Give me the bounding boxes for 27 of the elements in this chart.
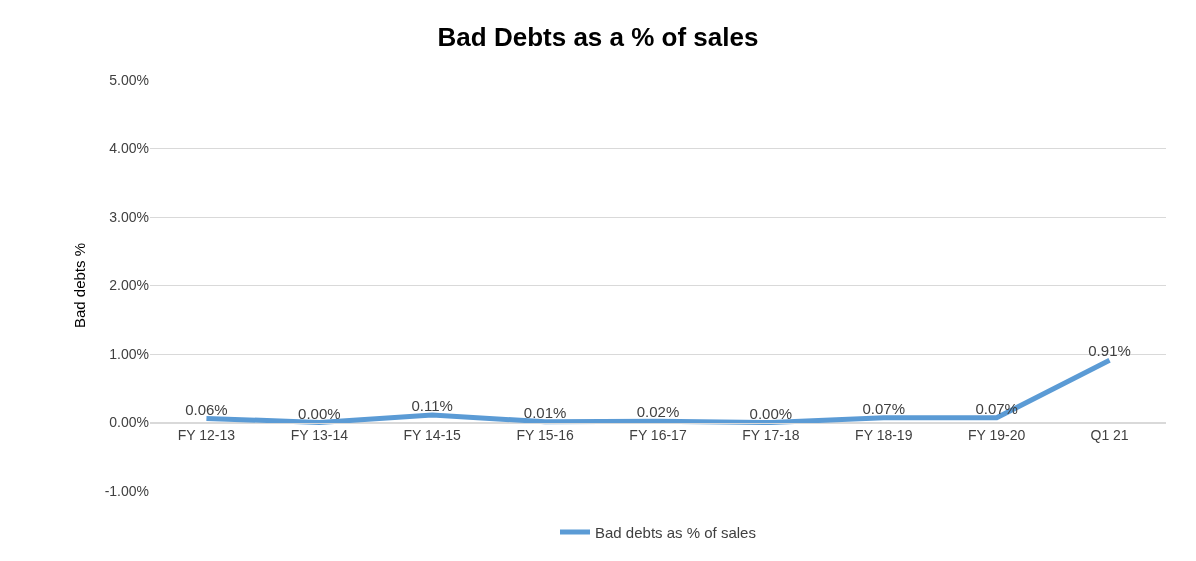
x-tick-label: FY 14-15 — [403, 427, 462, 444]
y-tick-label: 1.00% — [109, 345, 149, 362]
data-label: 0.07% — [862, 399, 906, 417]
legend-label: Bad debts as % of sales — [595, 523, 756, 541]
data-label: 0.01% — [523, 404, 567, 422]
y-tick-label: 2.00% — [109, 277, 149, 294]
y-tick-label: 3.00% — [109, 208, 149, 225]
chart-title: Bad Debts as a % of sales — [437, 22, 759, 53]
data-label: 0.91% — [1088, 342, 1131, 360]
data-label: 0.02% — [636, 403, 680, 421]
x-tick-label: FY 12-13 — [177, 427, 236, 444]
y-tick-label: -1.00% — [104, 482, 149, 499]
x-tick-label: FY 15-16 — [516, 427, 574, 444]
x-tick-label: FY 13-14 — [290, 427, 349, 444]
x-tick-label: FY 16-17 — [629, 427, 687, 444]
y-axis-title: Bad debts % — [70, 242, 88, 329]
x-tick-label: FY 18-19 — [855, 427, 913, 444]
y-tick-label: 5.00% — [109, 71, 149, 88]
x-tick-label: FY 17-18 — [742, 427, 800, 444]
y-tick-label: 4.00% — [109, 140, 149, 157]
x-tick-label: Q1 21 — [1090, 427, 1129, 444]
data-label: 0.11% — [411, 397, 453, 415]
data-label: 0.00% — [749, 404, 793, 422]
data-label: 0.06% — [185, 400, 228, 418]
data-label: 0.00% — [298, 404, 341, 422]
x-tick-label: FY 19-20 — [968, 427, 1026, 444]
y-tick-label: 0.00% — [109, 414, 149, 431]
